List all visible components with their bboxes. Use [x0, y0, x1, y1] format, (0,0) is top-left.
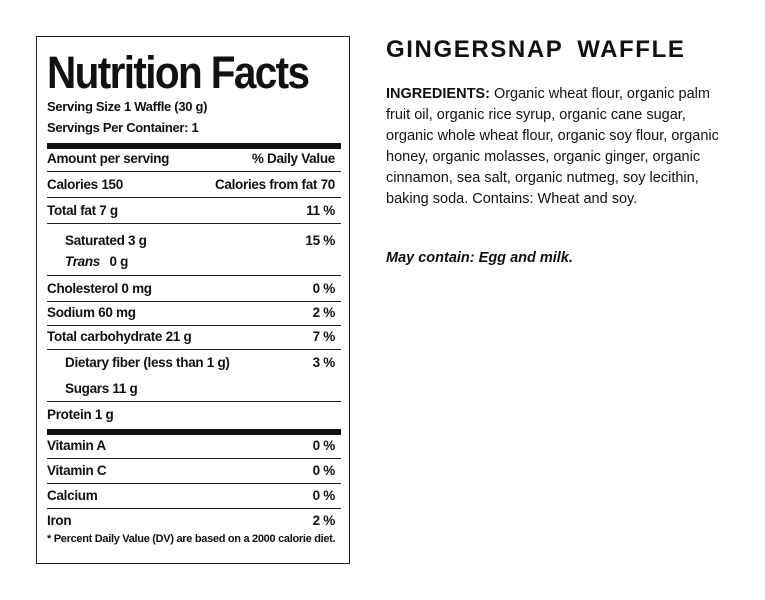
- vitamin-row-a: Vitamin A 0 %: [47, 438, 335, 453]
- divider: [47, 325, 341, 326]
- thick-divider: [47, 429, 341, 435]
- divider: [47, 483, 341, 484]
- nutrition-facts-title: Nutrition Facts: [47, 47, 310, 98]
- nutrient-dv: 2 %: [312, 305, 336, 320]
- divider: [47, 223, 341, 224]
- divider: [47, 401, 341, 402]
- divider: [47, 275, 341, 276]
- nutrient-row-sugars: Sugars 11 g: [47, 381, 335, 396]
- nutrient-row-saturated-fat: Saturated 3 g 15 %: [47, 233, 335, 248]
- trans-label: Trans: [65, 254, 101, 269]
- nutrient-label: Sodium 60 mg: [47, 305, 136, 320]
- divider: [47, 458, 341, 459]
- vitamin-dv: 0 %: [312, 463, 336, 478]
- nutrient-dv: 11 %: [306, 203, 335, 218]
- nutrition-facts-panel: Nutrition Facts Serving Size 1 Waffle (3…: [36, 36, 350, 564]
- amount-header-row: Amount per serving % Daily Value: [47, 151, 335, 166]
- divider: [47, 508, 341, 509]
- nutrient-label: Total fat 7 g: [47, 203, 118, 218]
- nutrient-label: Total carbohydrate 21 g: [47, 329, 192, 344]
- vitamin-label: Vitamin C: [47, 463, 107, 478]
- product-title: GINGERSNAP WAFFLE: [386, 36, 686, 63]
- divider: [47, 171, 341, 172]
- trans-fat-row: Trans 0 g: [65, 254, 128, 269]
- nutrient-row-sodium: Sodium 60 mg 2 %: [47, 305, 335, 320]
- trans-amount: 0 g: [109, 254, 129, 269]
- nutrient-row-protein: Protein 1 g: [47, 407, 335, 422]
- nutrient-dv: 0 %: [312, 281, 336, 296]
- nutrient-label: Protein 1 g: [47, 407, 114, 422]
- calories-row: Calories 150 Calories from fat 70: [47, 177, 335, 192]
- nutrient-dv: 3 %: [312, 355, 336, 370]
- nutrient-row-cholesterol: Cholesterol 0 mg 0 %: [47, 281, 335, 296]
- nutrient-label: Dietary fiber (less than 1 g): [65, 355, 230, 370]
- vitamin-label: Calcium: [47, 488, 98, 503]
- vitamin-row-calcium: Calcium 0 %: [47, 488, 335, 503]
- ingredients-paragraph: INGREDIENTS: Organic wheat flour, organi…: [386, 84, 734, 210]
- vitamin-row-c: Vitamin C 0 %: [47, 463, 335, 478]
- nutrient-label: Saturated 3 g: [65, 233, 147, 248]
- nutrient-dv: 15 %: [305, 233, 335, 248]
- nutrient-label: Cholesterol 0 mg: [47, 281, 152, 296]
- ingredients-label: INGREDIENTS:: [386, 86, 490, 102]
- calories-from-fat: Calories from fat 70: [214, 177, 335, 192]
- calories-label: Calories 150: [47, 177, 123, 192]
- nutrient-label: Sugars 11 g: [65, 381, 138, 396]
- amount-per-serving-label: Amount per serving: [47, 151, 170, 166]
- divider: [47, 301, 341, 302]
- divider: [47, 197, 341, 198]
- daily-value-header: % Daily Value: [251, 151, 335, 166]
- serving-size: Serving Size 1 Waffle (30 g): [47, 99, 208, 114]
- divider: [47, 349, 341, 350]
- thick-divider: [47, 143, 341, 149]
- ingredients-text: Organic wheat flour, organic palm fruit …: [386, 86, 719, 207]
- vitamin-label: Vitamin A: [47, 438, 106, 453]
- nutrient-dv: 7 %: [312, 329, 336, 344]
- vitamin-dv: 2 %: [312, 513, 336, 528]
- vitamin-dv: 0 %: [312, 438, 336, 453]
- vitamin-dv: 0 %: [312, 488, 336, 503]
- nutrient-row-dietary-fiber: Dietary fiber (less than 1 g) 3 %: [47, 355, 335, 370]
- daily-value-footnote: * Percent Daily Value (DV) are based on …: [47, 533, 336, 545]
- nutrient-row-total-carbohydrate: Total carbohydrate 21 g 7 %: [47, 329, 335, 344]
- vitamin-row-iron: Iron 2 %: [47, 513, 335, 528]
- servings-per-container: Servings Per Container: 1: [47, 120, 199, 135]
- nutrient-row-total-fat: Total fat 7 g 11 %: [47, 203, 335, 218]
- allergen-statement: May contain: Egg and milk.: [386, 250, 573, 266]
- vitamin-label: Iron: [47, 513, 72, 528]
